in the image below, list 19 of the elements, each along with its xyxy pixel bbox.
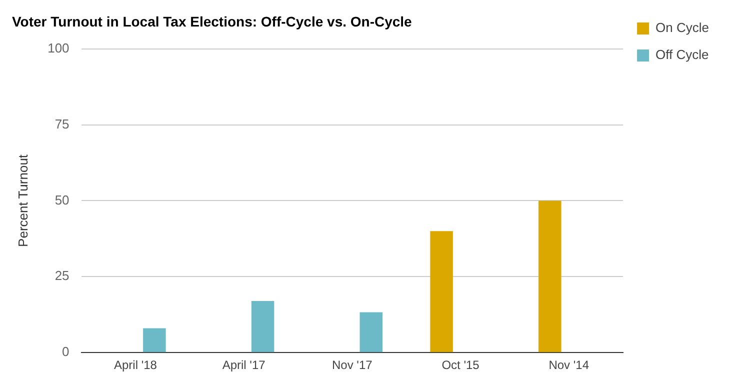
bar [538, 200, 562, 352]
chart-title: Voter Turnout in Local Tax Elections: Off-Cycle vs. On-Cycle [12, 13, 412, 30]
y-tick-label: 100 [48, 40, 70, 56]
y-tick-label: 50 [54, 192, 70, 208]
y-axis-title: Percent Turnout [15, 154, 30, 247]
y-tick-label: 75 [54, 116, 70, 132]
x-tick-label: Oct '15 [442, 358, 480, 372]
bar [430, 231, 453, 352]
legend-label: Off Cycle [656, 47, 709, 62]
legend-label: On Cycle [656, 20, 710, 36]
x-tick-label: Nov '14 [548, 358, 590, 372]
y-tick-label: 25 [54, 268, 70, 284]
x-tick-label: April '17 [222, 358, 266, 372]
x-tick-label: April '18 [114, 358, 158, 372]
bar [360, 312, 383, 352]
bar [143, 328, 166, 352]
bar [251, 300, 274, 352]
y-tick-label: 0 [62, 344, 70, 360]
x-tick-label: Nov '17 [332, 358, 373, 372]
